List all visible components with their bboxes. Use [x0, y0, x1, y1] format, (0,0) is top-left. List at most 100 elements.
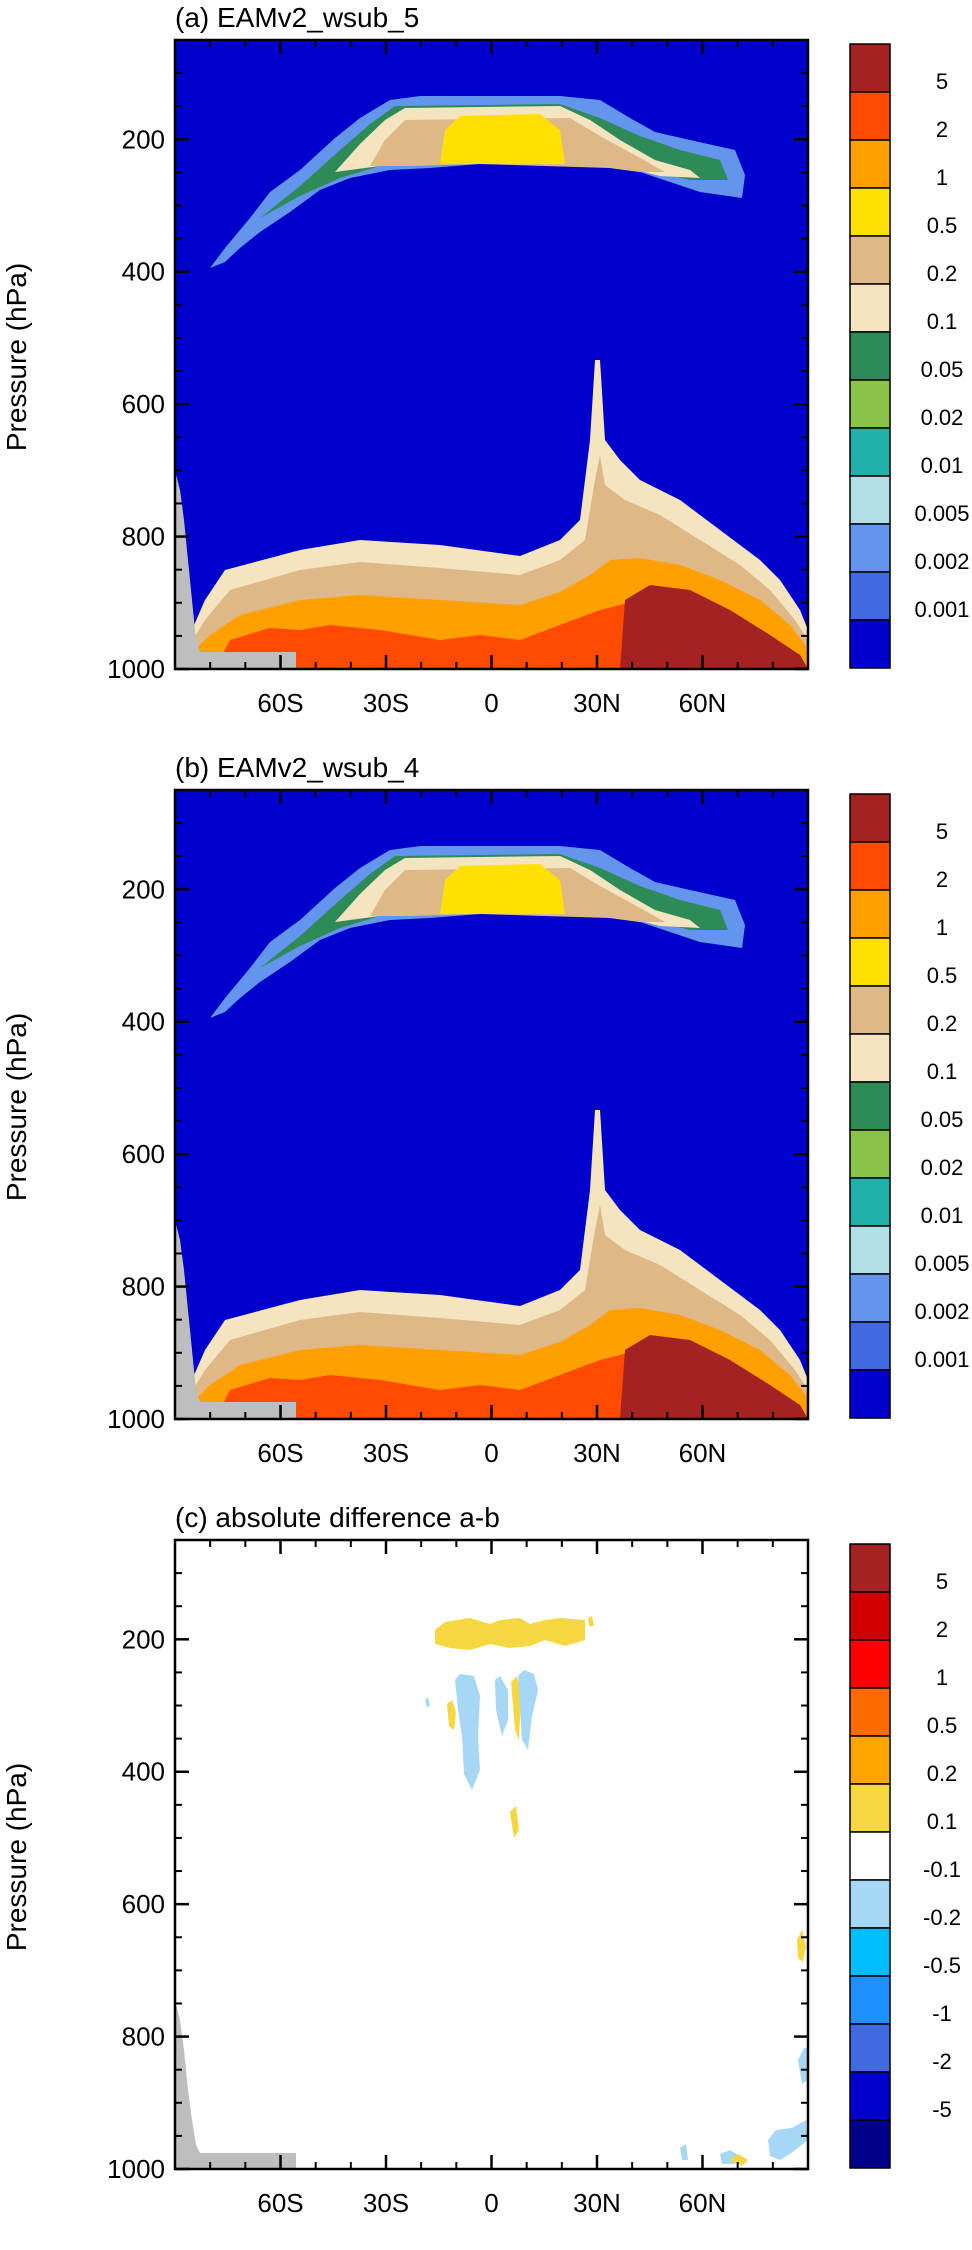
colorbar-swatch	[849, 427, 891, 477]
x-tick-label: 60S	[257, 2188, 303, 2218]
y-tick-label: 600	[122, 1139, 165, 1169]
y-tick-label: 1000	[107, 2154, 165, 2184]
x-tick-label: 60S	[257, 1438, 303, 1468]
colorbar-label: -0.5	[923, 1953, 961, 1978]
colorbar-label: -5	[932, 2097, 952, 2122]
colorbar-swatch	[849, 1033, 891, 1083]
x-tick-label: 0	[484, 688, 498, 718]
colorbar-label: 0.2	[927, 1011, 958, 1036]
colorbar-swatch	[849, 1639, 891, 1689]
diff-positive-patch-7	[730, 2154, 748, 2166]
y-tick-label: 800	[122, 522, 165, 552]
colorbar-swatch	[849, 1783, 891, 1833]
y-tick-label: 400	[122, 1757, 165, 1787]
x-tick-label: 60S	[257, 688, 303, 718]
x-tick-label: 30S	[363, 688, 409, 718]
colorbar-swatch	[849, 793, 891, 843]
lower-cloud-peak	[620, 1335, 808, 1419]
x-tick-label: 30S	[363, 2188, 409, 2218]
colorbar: 5 2 1 0.5 0.2 0.1 0.05 0.02 0.01 0.005 0.002 0.001	[849, 43, 970, 669]
panel-b: 200 400 600 800 1000 60S 30S 0 30N 60N (b) EAMv2…	[0, 750, 972, 1500]
colorbar-swatch	[849, 139, 891, 189]
upper-cloud-peak	[440, 864, 565, 914]
y-tick-label: 1000	[107, 654, 165, 684]
colorbar-swatch	[849, 1273, 891, 1323]
y-axis-label: Pressure (hPa)	[1, 263, 32, 451]
colorbar-swatch	[849, 1081, 891, 1131]
colorbar-label: 0.1	[927, 1059, 958, 1084]
y-tick-label: 200	[122, 1624, 165, 1654]
colorbar-swatch	[849, 331, 891, 381]
y-axis-ticks: 200 400 600 800 1000	[107, 822, 808, 1434]
colorbar-swatch	[849, 1321, 891, 1371]
upper-cloud-peak	[440, 114, 565, 164]
colorbar-swatch	[849, 1927, 891, 1977]
colorbar-label: 0.002	[914, 1299, 969, 1324]
colorbar-swatch	[849, 619, 891, 669]
colorbar-swatch	[849, 1975, 891, 2025]
colorbar-label: 0.05	[921, 357, 964, 382]
contour-plot-c: 200 400 600 800 1000 60S 30S 0 30N 60N (c) absol…	[1, 1502, 961, 2218]
colorbar-label: 2	[936, 117, 948, 142]
colorbar-swatch	[849, 1879, 891, 1929]
diff-negative-patch-4	[425, 1697, 430, 1708]
y-axis-label: Pressure (hPa)	[1, 1013, 32, 1201]
diff-negative-patch-6	[798, 2048, 808, 2084]
colorbar-label: 0.01	[921, 453, 964, 478]
colorbar-label: 0.002	[914, 549, 969, 574]
colorbar-label: 2	[936, 1617, 948, 1642]
y-tick-label: 800	[122, 2022, 165, 2052]
colorbar-label: 0.5	[927, 963, 958, 988]
colorbar-swatch	[849, 571, 891, 621]
colorbar-swatch	[849, 43, 891, 93]
colorbar-label: 5	[936, 819, 948, 844]
colorbar-label: 1	[936, 165, 948, 190]
colorbar-swatch	[849, 841, 891, 891]
diff-negative-patch-3	[518, 1670, 538, 1750]
colorbar-label: 0.2	[927, 261, 958, 286]
diff-positive-patch-3	[447, 1700, 456, 1730]
plot-background	[175, 1540, 808, 2169]
y-tick-label: 600	[122, 389, 165, 419]
colorbar-swatch	[849, 1831, 891, 1881]
colorbar-label: 0.005	[914, 1251, 969, 1276]
chart-title: (b) EAMv2_wsub_4	[175, 752, 419, 783]
x-axis-ticks: 60S 30S 0 30N 60N	[209, 40, 774, 718]
diff-negative-patch-7	[680, 2144, 688, 2160]
diff-positive-patch-5	[510, 1806, 519, 1838]
x-axis-ticks: 60S 30S 0 30N 60N	[209, 1540, 774, 2218]
colorbar-swatch	[849, 889, 891, 939]
x-tick-label: 30S	[363, 1438, 409, 1468]
colorbar-label: 0.001	[914, 1347, 969, 1372]
colorbar-swatch	[849, 1543, 891, 1593]
x-tick-label: 0	[484, 2188, 498, 2218]
colorbar-label: 1	[936, 915, 948, 940]
diff-positive-patch-1	[435, 1618, 585, 1650]
chart-title: (a) EAMv2_wsub_5	[175, 2, 419, 33]
panel-a: 200 400 600 800 1000 60S 30S 0 30N 60N (a) EAMv2…	[0, 0, 972, 750]
land-mask	[175, 2000, 296, 2169]
y-tick-label: 200	[122, 874, 165, 904]
diff-negative-patch-1	[455, 1674, 480, 1790]
colorbar-swatch	[849, 985, 891, 1035]
colorbar-label: 0.05	[921, 1107, 964, 1132]
colorbar: 5 2 1 0.5 0.2 0.1 -0.1 -0.2 -0.5 -1 -2 -5	[849, 1543, 961, 2169]
colorbar-label: 0.02	[921, 1155, 964, 1180]
y-tick-label: 800	[122, 1272, 165, 1302]
panel-c: 200 400 600 800 1000 60S 30S 0 30N 60N (c) absol…	[0, 1500, 972, 2250]
colorbar-label: 0.5	[927, 213, 958, 238]
colorbar-label: 0.1	[927, 1809, 958, 1834]
colorbar-swatch	[849, 1687, 891, 1737]
x-tick-label: 60N	[679, 2188, 727, 2218]
colorbar-label: 5	[936, 1569, 948, 1594]
x-tick-label: 30N	[573, 1438, 621, 1468]
x-tick-label: 60N	[679, 1438, 727, 1468]
colorbar-label: 2	[936, 867, 948, 892]
y-tick-label: 400	[122, 257, 165, 287]
colorbar-swatch	[849, 523, 891, 573]
diff-negative-patch-5	[768, 2120, 808, 2160]
x-tick-label: 60N	[679, 688, 727, 718]
colorbar-swatch	[849, 1591, 891, 1641]
colorbar-label: 1	[936, 1665, 948, 1690]
colorbar-label: 0.2	[927, 1761, 958, 1786]
